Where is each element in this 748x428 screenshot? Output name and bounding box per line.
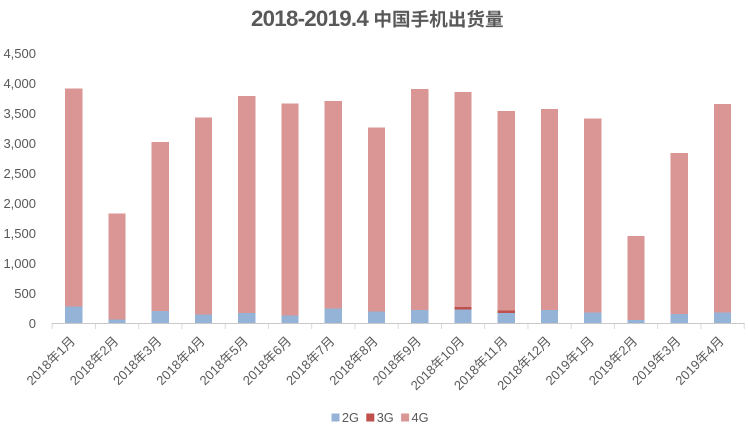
svg-text:2G: 2G	[342, 410, 359, 425]
svg-text:3G: 3G	[377, 410, 394, 425]
svg-text:500: 500	[14, 286, 36, 301]
svg-text:1,500: 1,500	[3, 226, 36, 241]
svg-text:4,000: 4,000	[3, 76, 36, 91]
svg-text:4G: 4G	[412, 410, 429, 425]
svg-text:3,500: 3,500	[3, 106, 36, 121]
svg-text:1,000: 1,000	[3, 256, 36, 271]
svg-text:0: 0	[29, 316, 36, 331]
svg-text:2,500: 2,500	[3, 166, 36, 181]
svg-text:2,000: 2,000	[3, 196, 36, 211]
svg-text:4,500: 4,500	[3, 46, 36, 61]
svg-text:3,000: 3,000	[3, 136, 36, 151]
svg-text:2018-2019.4: 2018-2019.4	[251, 6, 369, 31]
